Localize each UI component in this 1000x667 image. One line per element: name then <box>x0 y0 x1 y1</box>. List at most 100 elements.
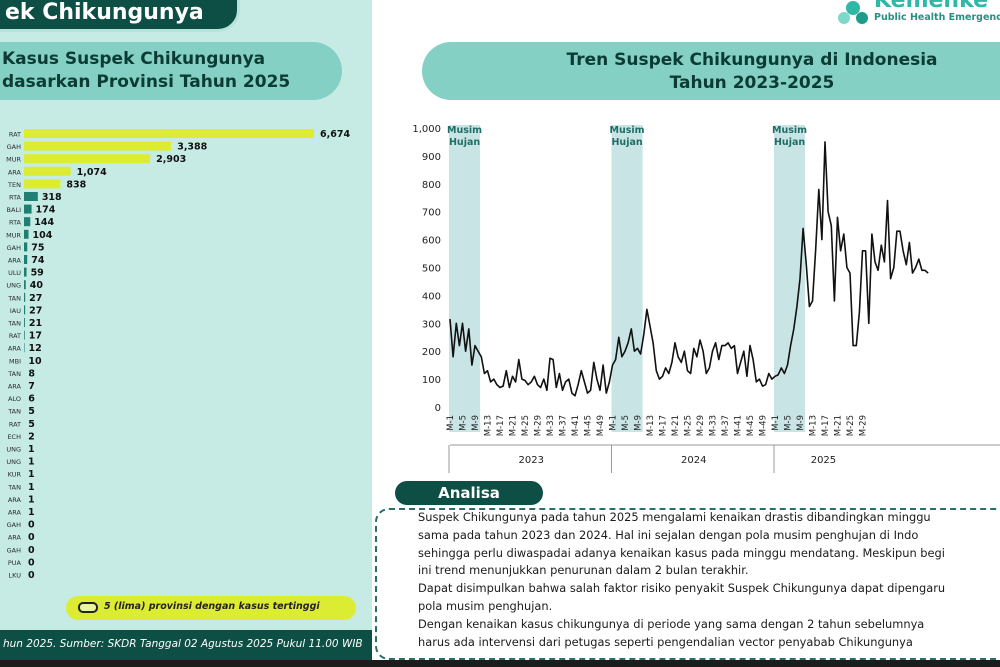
province-label: GAH <box>7 143 21 151</box>
y-tick-label: 300 <box>422 319 441 330</box>
province-chart-title-line2: dasarkan Provinsi Tahun 2025 <box>2 72 291 92</box>
x-tick-label: M-37 <box>559 415 569 436</box>
page-title-badge: ek Chikungunya <box>0 0 240 32</box>
province-label: ULU <box>8 269 21 277</box>
province-chart-title-box: Kasus Suspek Chikungunya dasarkan Provin… <box>0 42 342 100</box>
analisa-line: ini trend menunjukkan penurunan dalam 2 … <box>418 563 749 578</box>
province-value-label: 8 <box>28 368 35 379</box>
y-tick-label: 500 <box>422 264 441 275</box>
season-label: Hujan <box>449 137 480 148</box>
province-bar <box>24 330 25 340</box>
province-value-label: 5 <box>28 419 35 430</box>
province-label: RTA <box>9 194 22 202</box>
province-label: MUR <box>6 231 21 239</box>
analisa-list: Suspek Chikungunya pada tahun 2025 menga… <box>418 510 1000 652</box>
x-tick-label: M-17 <box>659 415 669 436</box>
province-bar <box>24 141 172 151</box>
legend-text: 5 (lima) provinsi dengan kasus tertinggi <box>104 601 320 612</box>
province-label: MBI <box>9 357 21 365</box>
province-value-label: 12 <box>29 343 42 354</box>
page-title: ek Chikungunya <box>5 0 204 25</box>
analisa-line: harus ada intervensi dari petugas sepert… <box>418 634 913 649</box>
x-tick-label: M-25 <box>521 415 531 436</box>
legend-box: 5 (lima) provinsi dengan kasus tertinggi <box>66 596 356 620</box>
province-label: ARA <box>8 383 22 391</box>
province-label: ECH <box>7 433 21 441</box>
province-label: IAU <box>10 307 21 315</box>
season-label: Musim <box>610 125 645 136</box>
province-value-label: 17 <box>29 331 42 342</box>
x-tick-label: M-1 <box>771 415 781 431</box>
province-label: ALO <box>8 395 21 403</box>
x-tick-label: M-29 <box>859 415 869 436</box>
trend-series-line <box>449 141 929 397</box>
season-label: Hujan <box>611 137 642 148</box>
province-label: ARA <box>8 534 22 542</box>
y-tick-label: 1,000 <box>412 124 441 135</box>
x-tick-label: M-13 <box>809 415 819 436</box>
y-tick-label: 600 <box>422 236 441 247</box>
province-label: RAT <box>9 420 21 428</box>
x-tick-label: M-41 <box>734 415 744 436</box>
province-bar <box>24 318 25 327</box>
x-tick-label: M-9 <box>634 415 644 431</box>
province-label: TAN <box>7 320 21 328</box>
province-value-label: 1 <box>28 482 35 493</box>
province-value-label: 40 <box>30 280 44 291</box>
province-bar <box>24 166 71 176</box>
source-text: hun 2025. Sumber: SKDR Tanggal 02 Agustu… <box>3 638 363 650</box>
x-tick-label: M-33 <box>546 415 556 436</box>
province-label: KUR <box>8 471 22 479</box>
trend-chart-subtitle: Tahun 2023-2025 <box>669 73 835 93</box>
province-bar-chart: RAT 6,674 GAH 3,388 MUR 2,903 ARA 1,074 TEN 838 RT… <box>6 129 350 581</box>
province-label: ARA <box>8 257 22 265</box>
x-tick-label: M-5 <box>621 415 631 431</box>
province-bar <box>24 192 38 201</box>
bottom-strip <box>0 660 1000 667</box>
province-bar <box>24 305 26 315</box>
province-value-label: 2,903 <box>156 154 186 165</box>
logo-brand: Kemenke <box>874 0 989 13</box>
province-label: BALI <box>7 206 22 214</box>
province-label: UNG <box>6 458 21 466</box>
trend-line-chart: MusimHujanMusimHujanMusimHujan0100200300… <box>412 124 1000 473</box>
province-bar <box>24 267 27 277</box>
province-label: GAH <box>7 546 21 554</box>
x-tick-label: M-45 <box>746 415 756 436</box>
province-value-label: 0 <box>28 570 35 581</box>
province-label: ARA <box>8 168 22 176</box>
x-tick-label: M-21 <box>834 415 844 436</box>
province-value-label: 1 <box>28 444 35 455</box>
province-label: ARA <box>8 509 22 517</box>
province-value-label: 5 <box>28 406 35 417</box>
province-bar <box>24 292 26 302</box>
x-tick-label: M-33 <box>709 415 719 436</box>
x-tick-label: M-21 <box>509 415 519 436</box>
rainy-season-band <box>449 125 481 432</box>
province-value-label: 75 <box>31 242 44 253</box>
province-value-label: 1 <box>28 507 35 518</box>
province-value-label: 838 <box>66 179 86 190</box>
rainy-season-band <box>611 125 643 432</box>
province-bar <box>24 179 61 189</box>
trend-chart-title: Tren Suspek Chikungunya di Indonesia <box>566 50 938 70</box>
analisa-line: Dengan kenaikan kasus chikungunya di per… <box>418 617 1000 633</box>
x-tick-label: M-5 <box>459 415 469 431</box>
x-tick-label: M-37 <box>721 415 731 436</box>
y-tick-label: 0 <box>435 403 441 414</box>
province-label: GAH <box>7 244 21 252</box>
season-label: Musim <box>447 125 482 136</box>
x-tick-label: M-17 <box>821 415 831 436</box>
province-value-label: 2 <box>28 431 35 442</box>
year-label: 2023 <box>519 455 544 466</box>
analisa-label-badge: Analisa <box>395 481 543 505</box>
province-bar <box>24 255 28 264</box>
legend-swatch <box>78 602 98 613</box>
analisa-label: Analisa <box>438 484 500 502</box>
analisa-line: sehingga perlu diwaspadai adanya kenaika… <box>418 545 945 560</box>
kemenkes-logo-icon <box>838 1 868 24</box>
province-value-label: 7 <box>28 381 35 392</box>
x-tick-label: M-45 <box>584 415 594 436</box>
season-label: Musim <box>772 125 807 136</box>
logo-subtitle: Public Health Emergenc <box>874 12 1000 23</box>
